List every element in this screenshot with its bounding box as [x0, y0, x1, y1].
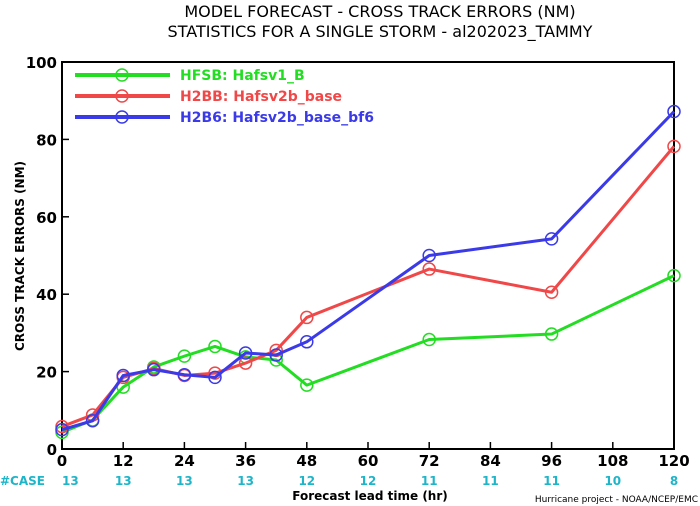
series-layer — [55, 104, 681, 440]
data-point — [208, 339, 222, 354]
case-count: 11 — [421, 474, 438, 488]
x-tick-label: 24 — [174, 452, 195, 470]
case-count: 12 — [360, 474, 377, 488]
data-point — [85, 413, 100, 428]
legend-label: H2BB: Hafsv2b_base — [180, 89, 342, 105]
chart-title: MODEL FORECAST - CROSS TRACK ERRORS (NM) — [184, 2, 575, 21]
axis-ticks: 0 12 24 36 48 60 72 84 96 108 120 0 20 40 60 80 100 — [26, 54, 690, 470]
x-tick-label: 120 — [658, 452, 689, 470]
data-point — [238, 356, 253, 370]
case-count: 13 — [115, 474, 132, 488]
data-point — [238, 346, 253, 360]
case-count: 8 — [670, 474, 678, 488]
y-tick-label: 0 — [47, 441, 57, 459]
y-axis-label: CROSS TRACK ERRORS (NM) — [13, 161, 27, 351]
data-point — [147, 362, 161, 377]
series-3 — [55, 104, 681, 437]
legend-marker — [115, 68, 129, 82]
data-point — [177, 349, 192, 363]
case-count: 13 — [176, 474, 193, 488]
y-tick-label: 80 — [36, 131, 57, 149]
series-1 — [55, 268, 681, 440]
y-tick-label: 20 — [36, 364, 57, 382]
data-point — [177, 367, 192, 382]
data-point — [544, 285, 559, 300]
data-point — [667, 139, 681, 154]
data-point — [269, 348, 283, 362]
y-tick-label: 40 — [36, 286, 57, 304]
legend-marker — [115, 110, 129, 124]
legend-label: H2B6: Hafsv2b_base_bf6 — [180, 110, 374, 126]
y-tick-label: 100 — [26, 54, 57, 72]
x-tick-label: 60 — [358, 452, 379, 470]
x-tick-label: 36 — [235, 452, 256, 470]
legend-label: HFSB: Hafsv1_B — [180, 68, 305, 84]
data-point — [422, 248, 436, 263]
x-tick-label: 48 — [296, 452, 317, 470]
case-count: 10 — [604, 474, 621, 488]
legend: HFSB: Hafsv1_B H2BB: Hafsv2b_base H2B6: Ha… — [75, 68, 374, 126]
series-line — [61, 274, 675, 434]
x-tick-label: 12 — [113, 452, 134, 470]
series-2 — [55, 139, 681, 434]
data-point — [208, 370, 222, 385]
data-point — [116, 368, 130, 383]
x-tick-label: 84 — [480, 452, 501, 470]
case-count: 13 — [62, 474, 79, 488]
x-axis-label: Forecast lead time (hr) — [292, 489, 448, 503]
x-tick-label: 108 — [597, 452, 628, 470]
legend-item-1: HFSB: Hafsv1_B — [75, 68, 305, 84]
legend-item-2: H2BB: Hafsv2b_base — [75, 89, 342, 105]
data-point — [544, 232, 559, 246]
chart-subtitle: STATISTICS FOR A SINGLE STORM - al202023… — [168, 22, 593, 42]
data-point — [55, 422, 69, 437]
credit-text: Hurricane project - NOAA/NCEP/EMC — [535, 495, 698, 505]
data-point — [422, 262, 436, 276]
data-point — [667, 104, 681, 119]
data-point — [300, 335, 314, 349]
case-counts: #CASE 13 13 13 13 12 12 11 11 11 10 8 — [0, 474, 678, 488]
series-line — [61, 110, 676, 432]
data-point — [300, 310, 314, 325]
series-line — [61, 145, 676, 428]
x-tick-label: 96 — [541, 452, 562, 470]
y-tick-label: 60 — [36, 209, 57, 227]
data-point — [667, 268, 681, 283]
data-point — [422, 332, 436, 347]
x-tick-label: 72 — [419, 452, 440, 470]
case-label: #CASE — [0, 474, 45, 488]
legend-marker — [115, 89, 129, 103]
case-count: 13 — [237, 474, 254, 488]
case-count: 11 — [482, 474, 499, 488]
case-count: 11 — [543, 474, 560, 488]
data-point — [544, 327, 559, 341]
data-point — [300, 378, 314, 392]
x-tick-label: 0 — [57, 452, 67, 470]
legend-item-3: H2B6: Hafsv2b_base_bf6 — [75, 110, 374, 126]
case-count: 12 — [298, 474, 315, 488]
